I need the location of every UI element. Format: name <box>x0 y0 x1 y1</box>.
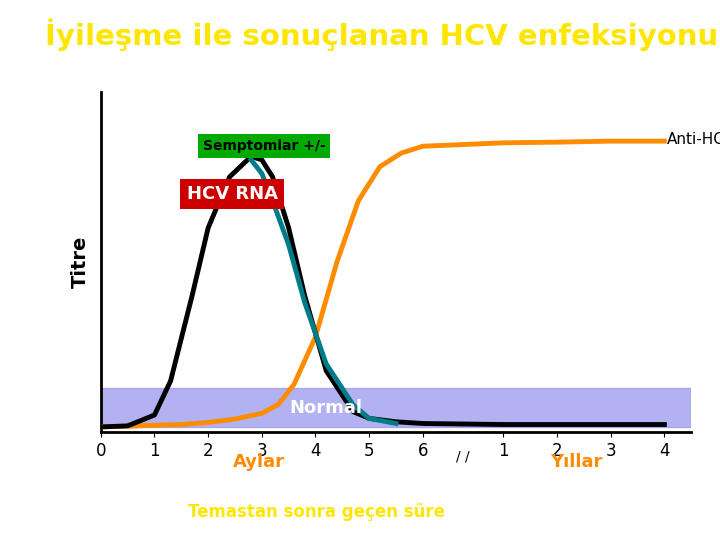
Text: HCV RNA: HCV RNA <box>186 185 278 203</box>
Text: / /: / / <box>456 449 470 463</box>
Text: İyileşme ile sonuçlanan HCV enfeksiyonu: İyileşme ile sonuçlanan HCV enfeksiyonu <box>45 19 719 51</box>
Y-axis label: Titre: Titre <box>71 236 90 288</box>
Text: Anti-HCV: Anti-HCV <box>667 132 720 147</box>
Bar <box>101 388 691 427</box>
Text: Aylar: Aylar <box>233 453 285 471</box>
Text: Normal: Normal <box>289 399 363 416</box>
Text: Semptomlar +/-: Semptomlar +/- <box>203 139 325 153</box>
Text: Temastan sonra geçen süre: Temastan sonra geçen süre <box>189 503 445 521</box>
Text: Yıllar: Yıllar <box>550 453 602 471</box>
